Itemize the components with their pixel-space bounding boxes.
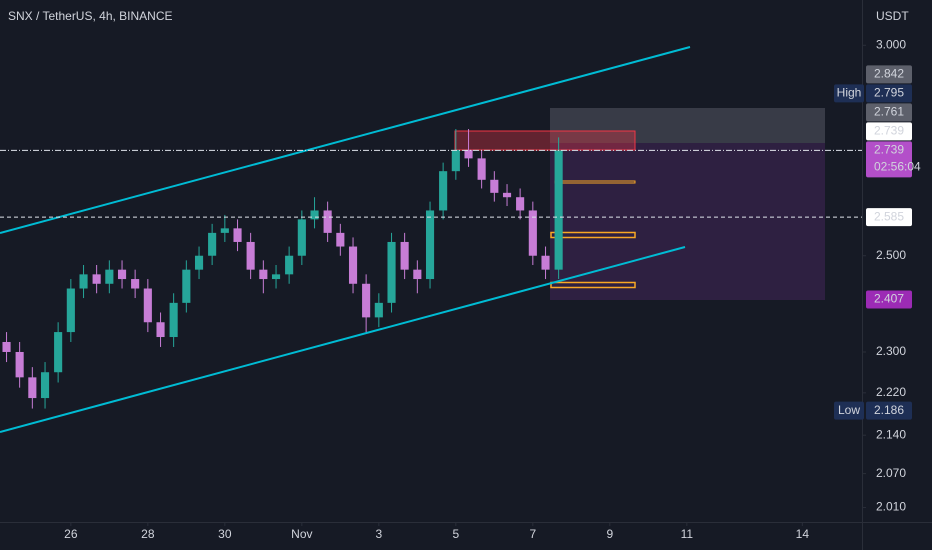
candle-body <box>79 274 88 289</box>
y-tick-label: 2.300 <box>876 344 906 358</box>
candle-body <box>131 279 140 289</box>
candle-body <box>285 255 294 275</box>
candle-body <box>169 302 178 338</box>
x-tick-label: Nov <box>291 527 312 541</box>
price-label: 2.842 <box>874 67 904 81</box>
chart-title: SNX / TetherUS, 4h, BINANCE <box>8 9 173 23</box>
price-label-box <box>866 103 912 122</box>
candle-body <box>502 192 512 198</box>
price-label-box <box>866 122 912 141</box>
candle-body <box>554 150 563 270</box>
price-label-box <box>866 290 912 309</box>
price-label-box <box>866 84 912 103</box>
price-tag: High <box>837 86 862 100</box>
drawings <box>0 46 825 433</box>
candle-body <box>105 269 114 284</box>
x-tick-label: 28 <box>141 527 155 541</box>
candle-body <box>156 322 165 338</box>
candle-body <box>425 210 435 280</box>
target-zone <box>550 108 825 143</box>
candle-body <box>297 219 306 256</box>
candle-body <box>143 288 152 323</box>
candle-body <box>2 341 11 352</box>
x-tick-label: 5 <box>452 527 459 541</box>
candle-body <box>464 149 473 159</box>
price-label-box <box>866 141 912 178</box>
candle-body <box>348 246 358 284</box>
y-tick-label: 2.010 <box>876 500 906 514</box>
candle-body <box>182 269 191 303</box>
price-label: 2.795 <box>874 86 904 100</box>
level-box <box>550 231 636 239</box>
price-label: 2.761 <box>874 105 904 119</box>
candle-body <box>323 210 332 233</box>
stop-zone <box>550 143 825 300</box>
candle-body <box>516 197 525 211</box>
x-tick-label: 26 <box>64 527 78 541</box>
candle-body <box>490 179 499 193</box>
axis-unit: USDT <box>876 9 909 23</box>
candle-body <box>374 302 383 318</box>
candle-body <box>220 228 229 233</box>
candle-body <box>117 269 127 280</box>
candle-body <box>413 269 422 280</box>
y-tick-label: 2.140 <box>876 427 906 441</box>
y-tick-label: 3.000 <box>876 37 906 51</box>
y-tick-label: 2.220 <box>876 385 906 399</box>
candle-body <box>439 171 448 211</box>
price-tag-box <box>834 84 864 103</box>
candle-body <box>54 332 63 373</box>
y-tick-label: 2.500 <box>876 248 906 262</box>
price-label: 2.585 <box>874 209 904 223</box>
candle-body <box>477 158 486 180</box>
price-label-box <box>866 401 912 420</box>
candle-body <box>259 269 268 280</box>
candle-body <box>336 232 345 247</box>
candle-body <box>528 210 537 256</box>
candle-body <box>194 255 204 270</box>
x-tick-label: 30 <box>218 527 232 541</box>
x-tick-label: 7 <box>529 527 536 541</box>
candle-body <box>362 283 371 318</box>
candle-body <box>387 241 396 303</box>
candle-body <box>28 377 37 399</box>
x-tick-label: 3 <box>375 527 382 541</box>
y-tick-label: 2.070 <box>876 466 906 480</box>
channel-upper <box>0 46 691 234</box>
price-label-box <box>866 65 912 84</box>
candle-body <box>92 274 101 284</box>
price-label: 2.739 <box>874 124 904 138</box>
candle-body <box>40 372 50 399</box>
candle-body <box>15 351 24 378</box>
candle-body <box>246 241 255 270</box>
candle-body <box>271 274 281 280</box>
resistance-box <box>454 130 636 151</box>
price-label: 2.739 <box>874 143 904 157</box>
candle-body <box>208 232 217 256</box>
price-label: 2.186 <box>874 403 904 417</box>
candle-body <box>310 210 319 220</box>
price-tag-box <box>834 401 864 420</box>
x-tick-label: 9 <box>606 527 613 541</box>
price-tag: Low <box>838 403 860 417</box>
channel-lower <box>0 246 686 433</box>
level-box <box>550 281 636 289</box>
x-tick-label: 14 <box>796 527 810 541</box>
countdown: 02:56:04 <box>874 160 921 174</box>
price-label: 2.407 <box>874 292 904 306</box>
candle-body <box>400 241 409 270</box>
price-label-box <box>866 208 912 227</box>
candle-body <box>66 288 75 333</box>
x-tick-label: 11 <box>681 527 694 541</box>
candle-body <box>541 255 550 270</box>
candle-body <box>451 149 460 172</box>
candle-body <box>233 228 242 242</box>
